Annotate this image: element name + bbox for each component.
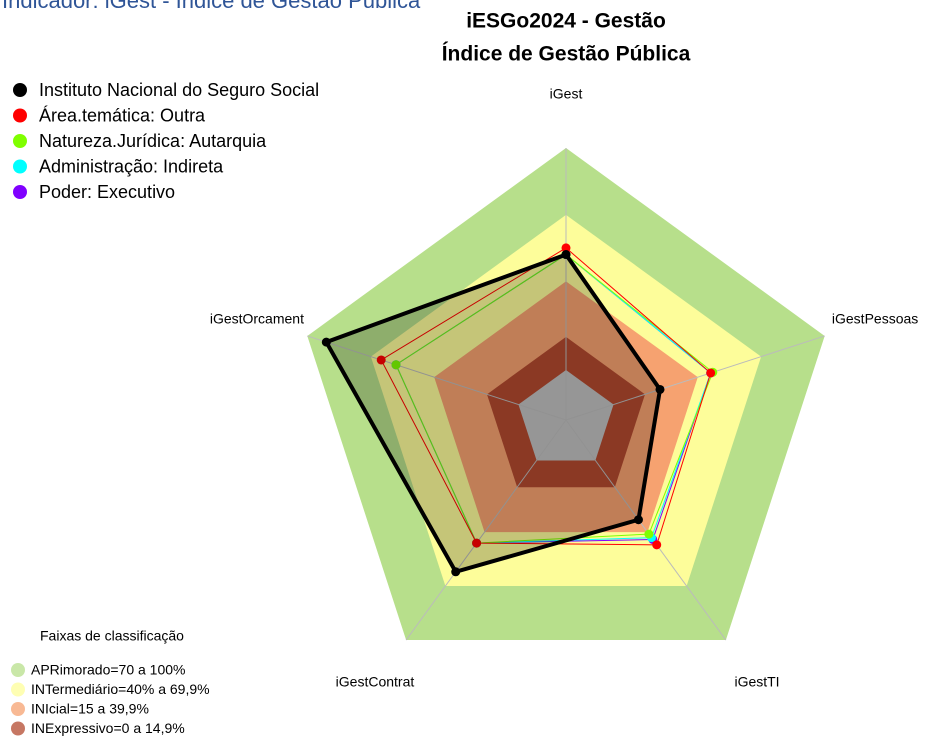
page-title: Indicador: iGest - Índice de Gestão Públ… [2,0,421,13]
spoke [307,335,567,421]
series-point [706,368,716,378]
axis-label: iGestContrat [336,674,415,690]
spoke [565,419,727,641]
legend-dot [13,159,27,174]
axis-label: iGestTI [734,674,779,690]
series-point [451,567,461,577]
band-legend-label: APRimorado=70 a 100% [31,662,186,678]
band-legend-label: INIcial=15 a 39,9% [31,701,149,717]
axis-label: iGestPessoas [832,310,918,326]
series-point [561,250,571,260]
series-area [323,252,663,575]
series-point [376,355,386,365]
axis-label: iGestOrcament [210,310,304,326]
series-area [395,253,714,544]
legend-dot [13,134,27,148]
series-point [633,515,643,525]
spoke [405,419,567,641]
series-point [561,243,571,253]
series-area [380,247,712,546]
legend-label: Poder: Executivo [39,182,175,202]
series-point [391,360,401,370]
legend-label: Instituto Nacional do Seguro Social [39,80,319,100]
legend-dot [13,83,27,97]
series-point [644,529,654,539]
band-legend-dot [11,702,25,716]
series-point [321,337,331,347]
spoke [565,335,825,421]
legend-dot [13,108,27,123]
bands-title: Faixas de classificação [40,628,184,644]
band-legend-label: INExpressivo=0 a 14,9% [31,720,185,736]
band-legend-dot [11,663,25,677]
axis-label: iGest [550,86,583,102]
band-legend-label: INTermediário=40% a 69,9% [31,681,210,697]
series-point [652,540,662,550]
series-point [655,384,665,394]
series-point [472,538,482,548]
chart-title: Índice de Gestão Pública [442,43,691,66]
legend-label: Área.temática: Outra [39,105,206,125]
legend-label: Administração: Indireta [39,156,224,176]
band-legend-dot [11,721,25,736]
band-legend-dot [11,682,25,697]
chart-title: iESGo2024 - Gestão [466,10,666,33]
legend-label: Natureza.Jurídica: Autarquia [39,131,267,151]
legend-dot [13,185,27,199]
